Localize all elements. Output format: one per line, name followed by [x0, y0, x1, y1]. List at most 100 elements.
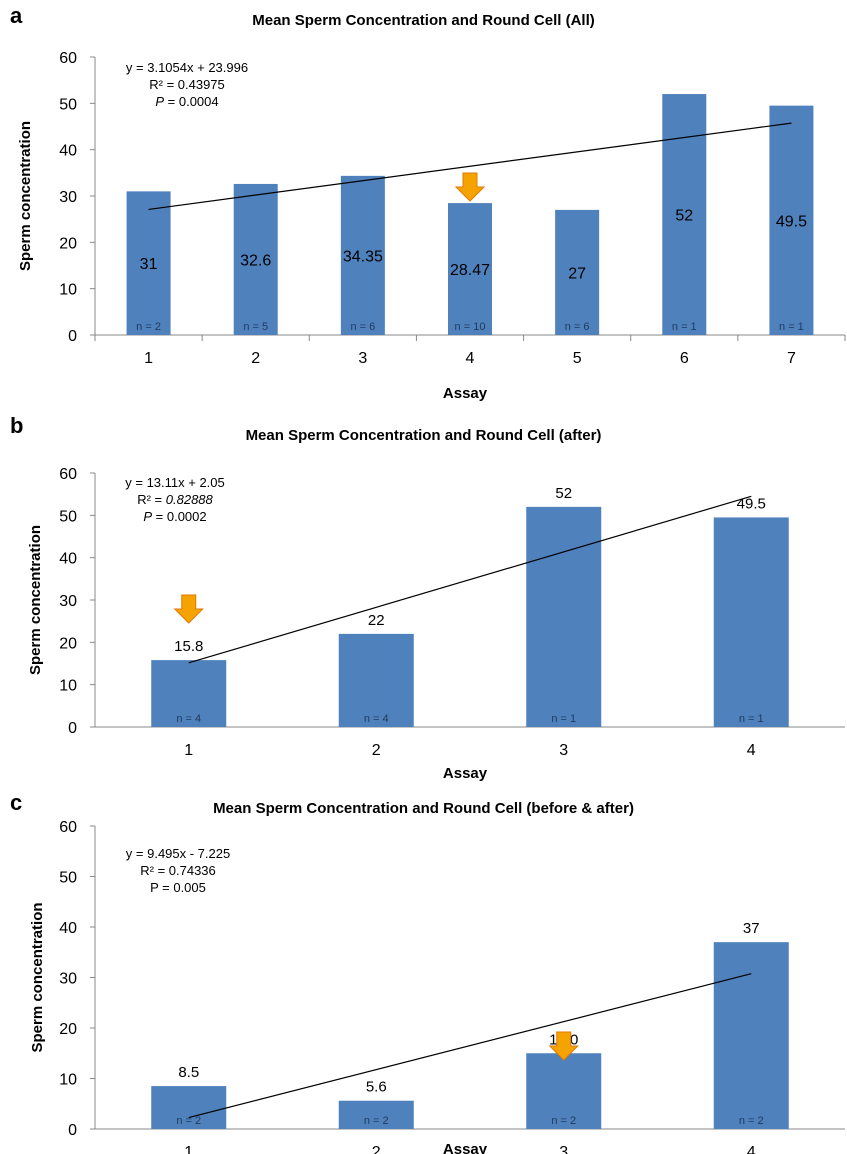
n-label-c: n = 2 [176, 1115, 201, 1127]
data-label-a: 31 [140, 256, 158, 273]
p-label-a: P [155, 94, 165, 109]
n-label-b: n = 4 [176, 713, 201, 725]
y-tick-label-c: 60 [59, 819, 77, 836]
data-label-b: 15.8 [174, 638, 203, 655]
x-tick-label-a: 4 [466, 350, 475, 367]
r-squared-prefix-b: R² = [137, 492, 166, 507]
y-tick-label-b: 10 [59, 678, 77, 695]
y-tick-label-c: 40 [59, 920, 77, 937]
p-value-b: P = 0.0002 [100, 508, 250, 525]
arrow-marker-c [548, 1031, 579, 1061]
n-label-c: n = 2 [364, 1115, 389, 1127]
p-number-a: = 0.0004 [164, 94, 219, 109]
x-tick-label-b: 2 [372, 742, 381, 759]
bar-chart-b: 0 10 20 30 40 50 60 1 2 3 4 n = 4 15.8 n = 4 22 n = 1 52… [27, 466, 845, 782]
equation-line-a: y = 3.1054x + 23.996 [125, 60, 249, 75]
n-label-a: n = 6 [350, 321, 375, 333]
panel-letter-c: c [10, 790, 23, 815]
data-label-c: 5.6 [366, 1079, 387, 1096]
y-tick-label-b: 40 [59, 551, 77, 568]
y-tick-label-c: 30 [59, 971, 77, 988]
x-tick-label-c: 3 [559, 1144, 568, 1154]
bar-a [340, 175, 385, 335]
y-tick-label-c: 50 [59, 870, 77, 887]
x-tick-label-a: 5 [573, 350, 582, 367]
trendline-c [188, 973, 752, 1119]
y-tick-label-c: 10 [59, 1072, 77, 1089]
bar-c [713, 942, 789, 1129]
x-axis-title-c: Assay [443, 1141, 488, 1154]
bar-a [233, 183, 278, 335]
x-tick-label-a: 1 [144, 350, 153, 367]
x-tick-label-b: 4 [747, 742, 756, 759]
p-number-b: = 0.0002 [152, 509, 207, 524]
y-axis-title-a: Sperm concentration [17, 121, 34, 271]
bar-a [448, 203, 492, 335]
r-squared-b: R² = 0.82888 [100, 491, 250, 508]
x-tick-label-c: 4 [747, 1144, 756, 1154]
chart-panel-c: c Mean Sperm Concentration and Round Cel… [0, 780, 847, 1154]
equation-line-c: y = 9.495x - 7.225 [125, 846, 231, 861]
trend-equation-c: y = 9.495x - 7.225 R² = 0.74336 P = 0.00… [108, 845, 248, 896]
bar-chart-a: 0 10 20 30 40 50 60 1 2 3 4 5 6 7 n = 2 31 n = 5 32.6 n = … [17, 50, 846, 402]
p-value-c: P = 0.005 [150, 880, 206, 895]
data-label-a: 28.47 [450, 262, 490, 279]
bar-c [338, 1100, 414, 1129]
n-label-c: n = 2 [551, 1115, 576, 1127]
data-label-c: 37 [743, 920, 760, 937]
bar-b [338, 633, 414, 727]
r-squared-c: R² = 0.74336 [140, 863, 216, 878]
n-label-a: n = 1 [672, 321, 697, 333]
x-tick-label-b: 3 [559, 742, 568, 759]
chart-panel-b: b Mean Sperm Concentration and Round Cel… [0, 405, 847, 782]
x-tick-label-a: 7 [787, 350, 796, 367]
n-label-a: n = 5 [243, 321, 268, 333]
y-tick-label-b: 60 [59, 466, 77, 483]
data-label-b: 22 [368, 612, 385, 629]
x-tick-label-c: 2 [372, 1144, 381, 1154]
y-tick-label-b: 30 [59, 593, 77, 610]
n-label-b: n = 4 [364, 713, 389, 725]
x-tick-label-a: 2 [251, 350, 260, 367]
y-tick-label-c: 0 [68, 1122, 77, 1139]
n-label-a: n = 1 [779, 321, 804, 333]
y-tick-label-c: 20 [59, 1021, 77, 1038]
arrow-marker-b [173, 594, 204, 624]
n-label-b: n = 1 [551, 713, 576, 725]
trendline-a [148, 122, 792, 211]
n-label-c: n = 2 [739, 1115, 764, 1127]
y-tick-label-a: 30 [59, 189, 77, 206]
data-label-c: 8.5 [178, 1064, 199, 1081]
trend-equation-b: y = 13.11x + 2.05 R² = 0.82888 P = 0.000… [100, 474, 250, 525]
data-label-b: 52 [555, 485, 572, 502]
y-tick-label-a: 60 [59, 50, 77, 67]
bar-b [526, 506, 602, 727]
arrow-marker-a [454, 172, 486, 202]
chart-title-b: Mean Sperm Concentration and Round Cell … [245, 427, 602, 444]
y-tick-label-a: 10 [59, 282, 77, 299]
equation-line-b: y = 13.11x + 2.05 [125, 475, 225, 490]
chart-title-a: Mean Sperm Concentration and Round Cell … [252, 12, 595, 29]
p-label-b: P [143, 509, 153, 524]
y-tick-label-a: 20 [59, 235, 77, 252]
bar-a [126, 191, 171, 335]
bar-b [151, 660, 227, 727]
bar-a [555, 209, 600, 335]
y-axis-title-b: Sperm concentration [27, 525, 44, 675]
n-label-a: n = 10 [455, 321, 486, 333]
y-tick-label-b: 0 [68, 720, 77, 737]
x-axis-title-b: Assay [443, 765, 488, 782]
y-tick-label-b: 20 [59, 635, 77, 652]
data-label-b: 49.5 [737, 495, 766, 512]
data-label-a: 27 [568, 265, 586, 282]
x-tick-label-c: 1 [184, 1144, 193, 1154]
n-label-a: n = 6 [565, 321, 590, 333]
chart-title-c: Mean Sperm Concentration and Round Cell … [213, 800, 634, 817]
r-squared-value-b: 0.82888 [165, 492, 213, 507]
x-tick-label-a: 6 [680, 350, 689, 367]
panel-letter-b: b [10, 413, 24, 438]
bar-a [769, 105, 814, 336]
p-value-a: P = 0.0004 [112, 93, 262, 110]
y-tick-label-a: 40 [59, 143, 77, 160]
